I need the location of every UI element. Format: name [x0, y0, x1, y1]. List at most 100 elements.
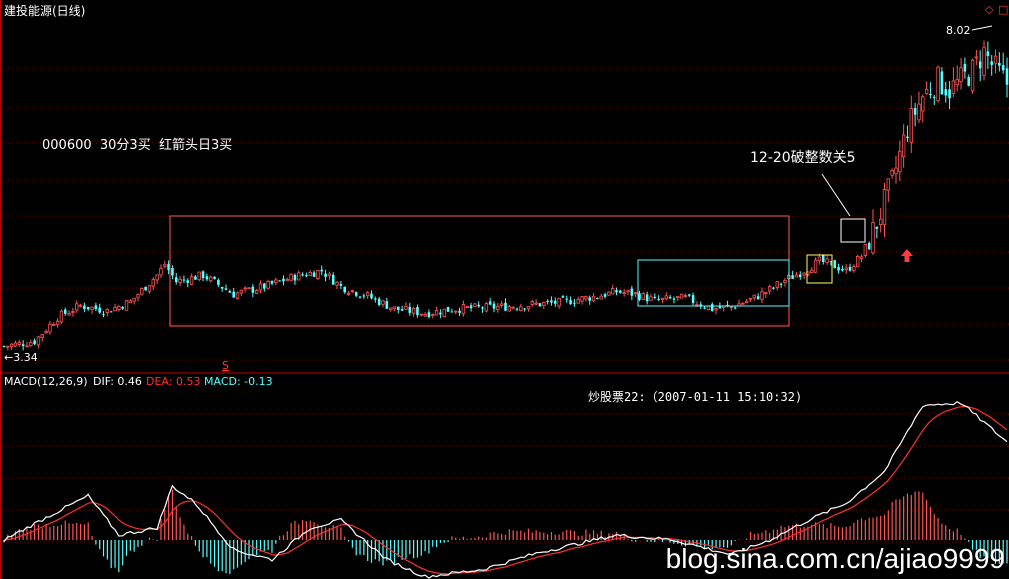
candle — [350, 290, 355, 293]
candle — [194, 275, 197, 280]
candle — [305, 272, 308, 278]
diamond-icon[interactable]: ◇ — [985, 3, 994, 16]
candle — [98, 303, 102, 314]
candle — [772, 286, 775, 290]
candle — [21, 340, 25, 351]
candle — [40, 334, 44, 342]
candle — [324, 269, 327, 282]
candle — [829, 260, 833, 266]
candle — [515, 307, 519, 312]
candle — [561, 294, 565, 298]
candle — [691, 292, 695, 306]
candle — [610, 284, 615, 295]
candle — [235, 291, 240, 300]
candle — [113, 303, 117, 312]
candle — [217, 278, 220, 288]
candle — [477, 301, 481, 308]
candle — [630, 285, 634, 301]
candle — [599, 293, 603, 300]
macd-dea-label: DEA: 0.53 — [146, 375, 200, 388]
candle — [775, 281, 780, 291]
candle — [944, 81, 948, 103]
candle — [481, 306, 484, 313]
candle — [197, 271, 201, 282]
candle — [511, 306, 515, 309]
candle — [450, 308, 454, 313]
candle — [573, 299, 576, 307]
candle — [33, 338, 36, 346]
candle — [83, 302, 86, 313]
candle — [898, 140, 902, 181]
candle — [714, 307, 718, 315]
candle — [538, 302, 542, 307]
candle — [534, 299, 538, 306]
candle — [569, 296, 572, 305]
candle — [921, 94, 925, 123]
candle — [254, 289, 259, 295]
candle — [687, 293, 691, 298]
candle — [201, 270, 205, 282]
candle — [59, 309, 64, 325]
candle — [526, 306, 531, 312]
candle — [867, 241, 871, 251]
annotation-note-2: 12-20破整数关5 — [750, 150, 856, 166]
candle — [638, 290, 641, 302]
candle — [209, 275, 213, 283]
candle — [810, 267, 814, 274]
candle — [825, 254, 829, 265]
candle — [817, 253, 822, 265]
candle — [664, 292, 668, 301]
candle — [974, 49, 979, 66]
candle — [993, 49, 998, 74]
candle — [224, 284, 228, 291]
candle — [748, 297, 753, 303]
candle — [760, 287, 764, 304]
candle — [377, 296, 381, 307]
candle — [998, 52, 1001, 72]
candle — [163, 260, 167, 269]
candle — [978, 50, 982, 82]
candle — [802, 272, 806, 280]
candle — [159, 264, 163, 278]
candle — [863, 243, 868, 258]
watermark: blog.sina.com.cn/ajiao9999 — [666, 543, 1005, 574]
macd-value-label: MACD: -0.13 — [204, 375, 273, 388]
candle — [951, 67, 956, 98]
candle — [442, 308, 446, 318]
square-icon[interactable]: □ — [998, 3, 1008, 16]
high-price-pointer — [971, 25, 993, 31]
candle — [841, 265, 844, 272]
candle — [370, 290, 373, 300]
candle — [706, 305, 711, 311]
candle — [251, 284, 255, 298]
candle — [392, 306, 397, 311]
candle — [140, 287, 144, 296]
candle — [29, 339, 33, 347]
candle — [400, 305, 404, 311]
candle — [423, 312, 427, 318]
candle — [821, 254, 825, 265]
candle — [932, 94, 936, 106]
candle — [591, 292, 596, 303]
candle — [282, 275, 285, 286]
candle — [144, 286, 147, 291]
macd-histogram — [3, 489, 1008, 575]
candle — [986, 41, 990, 69]
macd-name: MACD(12,26,9) — [4, 375, 88, 388]
candle — [404, 302, 408, 311]
candle — [335, 280, 339, 290]
candle — [258, 280, 263, 294]
candle — [297, 270, 301, 281]
candle — [924, 81, 929, 95]
candle — [178, 275, 182, 287]
candle — [186, 278, 190, 288]
candle — [871, 209, 875, 255]
candle — [936, 65, 940, 103]
macd-dif-label: DIF: 0.46 — [93, 375, 142, 388]
candle — [970, 58, 975, 94]
candle — [6, 345, 10, 351]
candlestick-series[interactable] — [2, 40, 1009, 351]
candle — [124, 300, 129, 311]
candle — [232, 287, 235, 298]
